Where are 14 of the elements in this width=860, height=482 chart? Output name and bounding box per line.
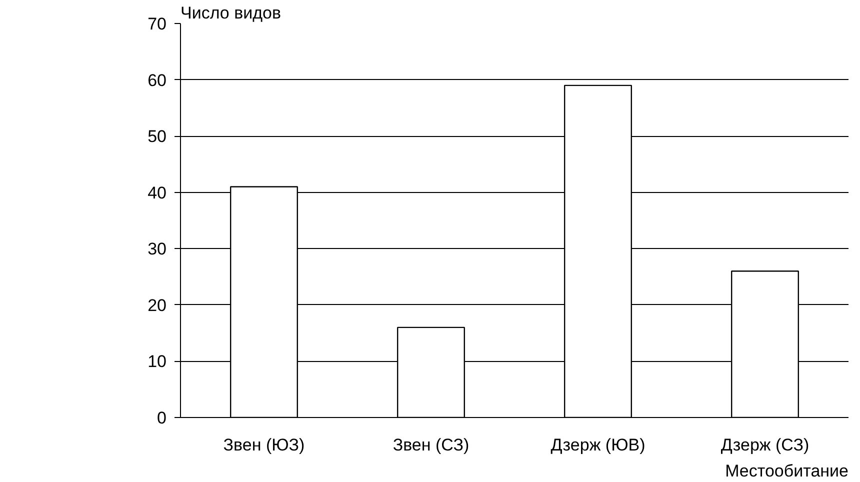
y-tick-label: 30 bbox=[148, 240, 167, 259]
y-tick-label: 70 bbox=[148, 14, 167, 34]
y-tick-label: 10 bbox=[148, 352, 167, 372]
x-tick-label: Звен (СЗ) bbox=[392, 436, 470, 454]
y-tick-label: 0 bbox=[157, 408, 167, 428]
y-tick-label: 50 bbox=[148, 127, 167, 146]
x-axis-title: Местообитание bbox=[725, 462, 849, 480]
x-tick-label: Звен (ЮЗ) bbox=[223, 436, 305, 454]
x-tick-label: Дзерж (СЗ) bbox=[720, 436, 810, 454]
y-tick-label: 60 bbox=[148, 70, 167, 90]
y-tick-label: 40 bbox=[148, 183, 167, 202]
x-tick-label: Дзерж (ЮВ) bbox=[550, 436, 646, 454]
y-axis-title: Число видов bbox=[180, 4, 282, 22]
y-tick-label: 20 bbox=[148, 296, 167, 315]
